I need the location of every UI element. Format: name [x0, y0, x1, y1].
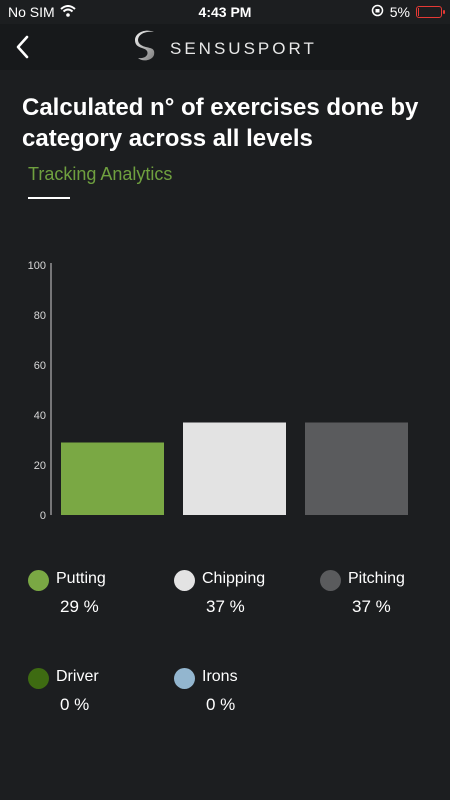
legend-label: Irons — [202, 668, 238, 685]
brand-emblem-icon — [132, 28, 162, 69]
legend-value: 0 % — [206, 695, 236, 714]
legend-item-irons: Irons 0 % — [174, 666, 304, 716]
back-button[interactable] — [10, 32, 38, 62]
legend-label: Driver — [56, 668, 99, 685]
y-tick-label: 80 — [34, 310, 46, 322]
status-bar: No SIM 4:43 PM 5% — [0, 0, 450, 24]
legend-label: Putting — [56, 570, 106, 587]
nav-bar: SENSUSPORT — [0, 24, 450, 70]
battery-text: 5% — [389, 4, 410, 20]
bar-putting — [61, 442, 164, 515]
wifi-icon — [60, 4, 76, 20]
legend-value: 0 % — [60, 695, 90, 714]
legend-value: 29 % — [60, 597, 99, 616]
legend-value: 37 % — [206, 597, 245, 616]
legend-dot — [28, 668, 49, 689]
page-subtitle: Tracking Analytics — [28, 164, 173, 184]
page-title: Calculated n° of exercises done by categ… — [22, 94, 419, 152]
legend-item-pitching: Pitching 37 % — [320, 568, 450, 618]
y-tick-label: 0 — [40, 510, 46, 522]
bar-pitching — [305, 422, 408, 515]
legend-label: Chipping — [202, 570, 266, 587]
legend-dot — [174, 668, 195, 689]
brand-logo: SENSUSPORT — [132, 28, 317, 69]
bar-chipping — [183, 422, 286, 515]
y-tick-label: 60 — [34, 360, 46, 372]
legend-value: 37 % — [352, 597, 391, 616]
status-left: No SIM — [8, 4, 76, 20]
status-right: 5% — [371, 4, 445, 20]
chevron-left-icon — [16, 35, 29, 59]
y-tick-label: 40 — [34, 410, 46, 422]
battery-icon — [416, 6, 445, 18]
legend-item-driver: Driver 0 % — [28, 666, 158, 716]
status-time: 4:43 PM — [198, 4, 252, 20]
brand-name: SENSUSPORT — [170, 38, 317, 58]
orientation-lock-icon — [371, 4, 384, 20]
y-tick-label: 100 — [28, 260, 46, 272]
bar-chart: 0 20 40 60 80 100 — [28, 260, 408, 522]
carrier-text: No SIM — [8, 4, 55, 20]
legend-dot — [320, 570, 341, 591]
legend-item-putting: Putting 29 % — [28, 568, 158, 618]
y-tick-label: 20 — [34, 460, 46, 472]
legend-label: Pitching — [348, 570, 405, 587]
legend-dot — [28, 570, 49, 591]
legend-item-chipping: Chipping 37 % — [174, 568, 304, 618]
subtitle-underline — [28, 197, 70, 199]
legend-dot — [174, 570, 195, 591]
